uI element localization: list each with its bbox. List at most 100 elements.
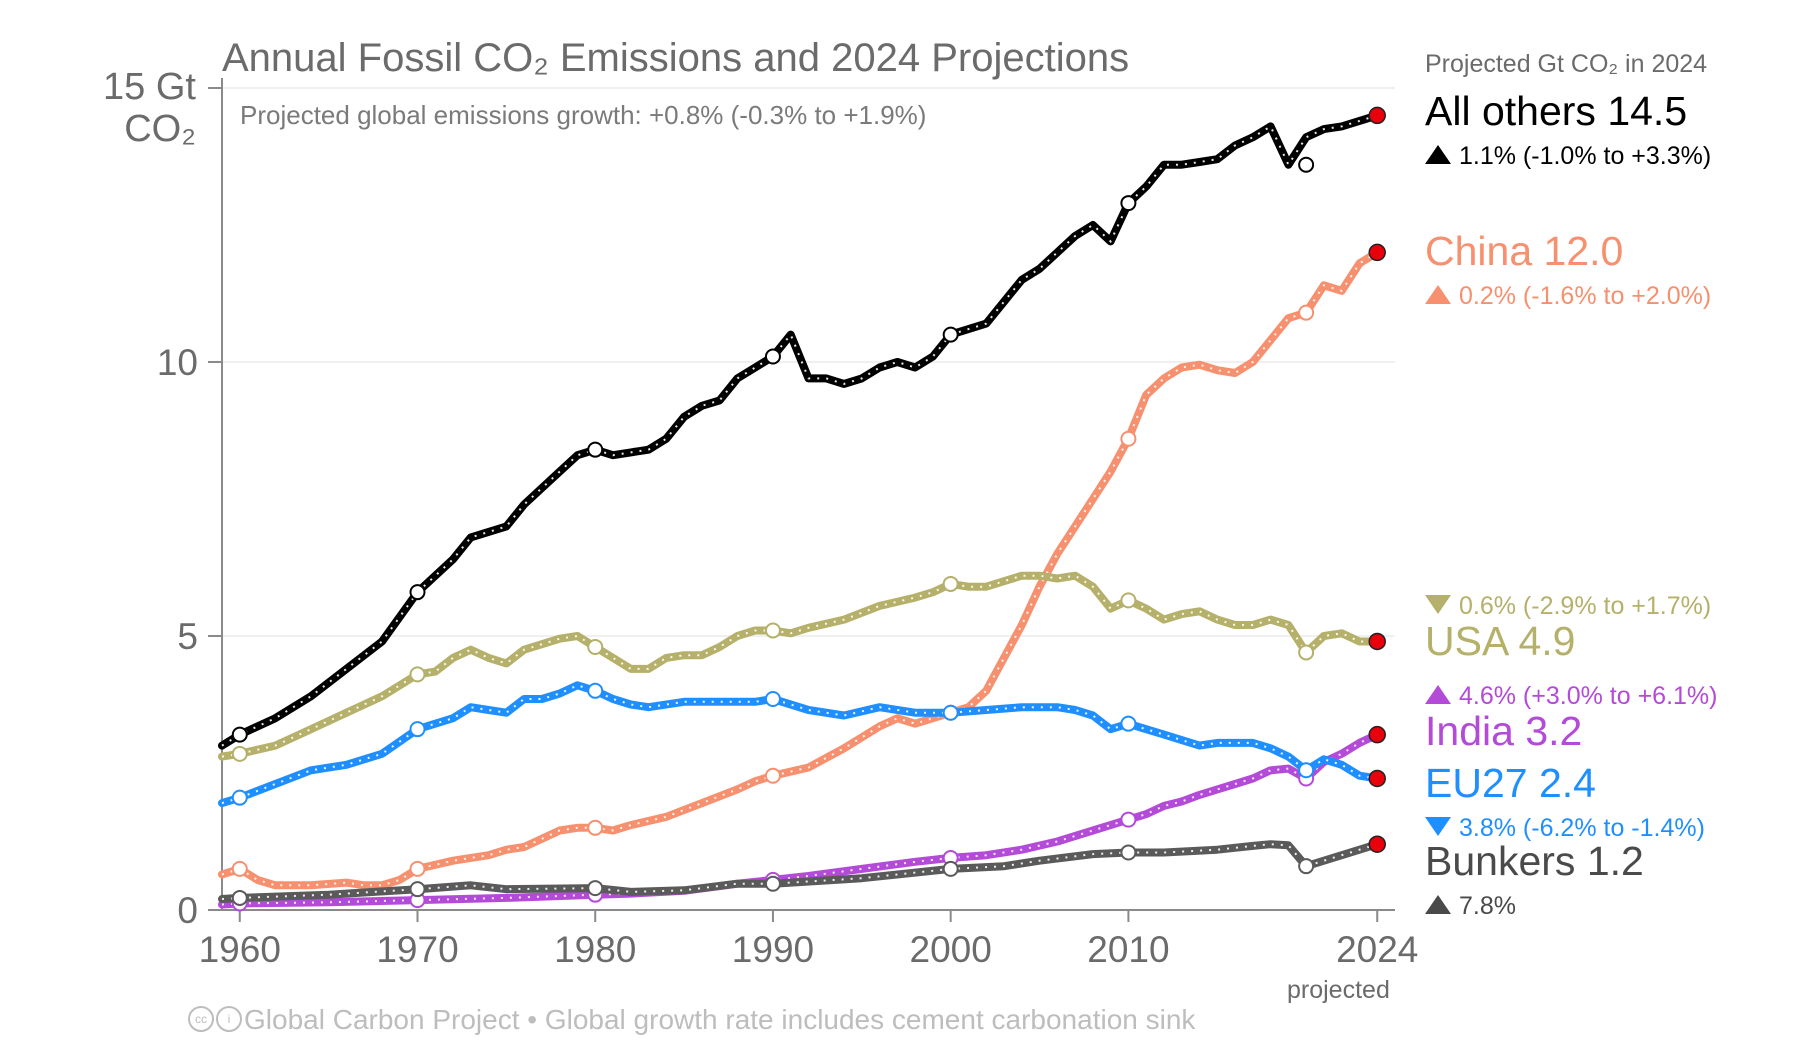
series-label-all-others: All others 14.5 bbox=[1425, 88, 1687, 135]
legend-header: Projected Gt CO₂ in 2024 bbox=[1425, 50, 1708, 78]
chart-footer: cc i Global Carbon Project • Global growth… bbox=[188, 1004, 1195, 1036]
series-name: Bunkers bbox=[1425, 838, 1576, 884]
marker-china-1960 bbox=[231, 860, 248, 877]
x-tick-label-1980: 1980 bbox=[554, 929, 636, 970]
triangle-up-icon bbox=[1425, 684, 1451, 704]
marker-bunkers-2010 bbox=[1120, 844, 1137, 861]
marker-china-2020 bbox=[1298, 304, 1315, 321]
growth-text: 1.1% (-1.0% to +3.3%) bbox=[1459, 142, 1712, 170]
chart-title: Annual Fossil CO₂ Emissions and 2024 Pro… bbox=[222, 36, 1130, 80]
creative-commons-icon: cc bbox=[188, 1005, 214, 1032]
series-label-india: India 3.2 bbox=[1425, 708, 1582, 755]
y-tick-label-10: 10 bbox=[157, 342, 198, 383]
series-projected-value: 3.2 bbox=[1525, 708, 1583, 754]
series-growth-bunkers: 7.8% bbox=[1425, 892, 1516, 921]
marker-eu27-2020 bbox=[1298, 762, 1315, 779]
marker-eu27-1970 bbox=[409, 721, 426, 738]
series-line-usa bbox=[218, 571, 1382, 761]
marker-all-others-2000 bbox=[942, 326, 959, 343]
marker-all-others-1960 bbox=[231, 726, 248, 743]
marker-bunkers-2020 bbox=[1298, 858, 1315, 875]
series-name: India bbox=[1425, 708, 1514, 754]
y-tick-label-5: 5 bbox=[177, 616, 198, 657]
series-label-usa: USA 4.9 bbox=[1425, 618, 1575, 665]
series-projected-value: 1.2 bbox=[1586, 838, 1644, 884]
tick-labels: 0 5 10 1960 1970 1980 1990 2000 2010 2024 bbox=[157, 342, 1419, 970]
series-line-bunkers bbox=[218, 840, 1382, 903]
marker-eu27-2010 bbox=[1120, 715, 1137, 732]
marker-bunkers-1990 bbox=[764, 875, 781, 892]
marker-all-others-1970 bbox=[409, 584, 426, 601]
marker-bunkers-1970 bbox=[409, 881, 426, 898]
x-axis-projected-note: projected bbox=[1287, 976, 1390, 1004]
projection-point-bunkers bbox=[1368, 835, 1386, 853]
marker-usa-1980 bbox=[587, 638, 604, 655]
marker-china-1970 bbox=[409, 860, 426, 877]
series-growth-china: 0.2% (-1.6% to +2.0%) bbox=[1425, 282, 1711, 311]
projection-point-china bbox=[1368, 243, 1386, 262]
growth-text: 7.8% bbox=[1459, 892, 1516, 920]
series-growth-usa: 0.6% (-2.9% to +1.7%) bbox=[1425, 592, 1711, 621]
marker-eu27-1990 bbox=[764, 691, 781, 708]
marker-eu27-2000 bbox=[942, 704, 959, 721]
gridlines bbox=[222, 87, 1395, 637]
x-tick-label-1990: 1990 bbox=[732, 929, 814, 970]
x-tick-label-2010: 2010 bbox=[1087, 929, 1169, 970]
marker-usa-2000 bbox=[942, 575, 959, 592]
series-label-eu27: EU27 2.4 bbox=[1425, 760, 1596, 807]
marker-all-others-1990 bbox=[764, 348, 781, 365]
y-axis-top-label-line2: CO₂ bbox=[124, 108, 196, 150]
series-growth-all-others: 1.1% (-1.0% to +3.3%) bbox=[1425, 142, 1711, 171]
growth-text: 3.8% (-6.2% to -1.4%) bbox=[1459, 814, 1705, 842]
triangle-up-icon bbox=[1425, 894, 1451, 914]
series-dots-bunkers bbox=[221, 843, 1378, 900]
x-tick-label-2000: 2000 bbox=[910, 929, 992, 970]
marker-bunkers-1980 bbox=[587, 880, 604, 897]
series-line-eu27 bbox=[218, 681, 1382, 808]
growth-text: 0.2% (-1.6% to +2.0%) bbox=[1459, 282, 1712, 310]
marker-eu27-1980 bbox=[587, 682, 604, 699]
series-lines bbox=[218, 106, 1386, 912]
marker-india-2010 bbox=[1120, 811, 1137, 828]
x-tick-label-1960: 1960 bbox=[199, 929, 281, 970]
series-projected-value: 12.0 bbox=[1543, 228, 1624, 274]
chart-subtitle: Projected global emissions growth: +0.8%… bbox=[240, 100, 927, 130]
marker-usa-2020 bbox=[1298, 644, 1315, 661]
attribution-icon: i bbox=[216, 1005, 242, 1032]
series-name: EU27 bbox=[1425, 760, 1528, 806]
series-projected-value: 2.4 bbox=[1538, 760, 1596, 806]
series-name: China bbox=[1425, 228, 1533, 274]
series-line-all-others bbox=[218, 111, 1382, 750]
series-dots-all-others bbox=[221, 114, 1378, 747]
series-name: All others bbox=[1425, 88, 1596, 134]
series-name: USA bbox=[1425, 618, 1508, 664]
marker-bunkers-1960 bbox=[231, 889, 248, 906]
y-tick-label-0: 0 bbox=[177, 890, 198, 931]
marker-all-others-2020 bbox=[1298, 156, 1315, 173]
footer-text: Global Carbon Project • Global growth ra… bbox=[244, 1004, 1196, 1035]
marker-all-others-1980 bbox=[587, 441, 604, 458]
marker-china-1980 bbox=[587, 819, 604, 836]
marker-usa-2010 bbox=[1120, 592, 1137, 609]
axes bbox=[208, 78, 1395, 922]
projection-point-india bbox=[1368, 725, 1386, 744]
series-growth-eu27: 3.8% (-6.2% to -1.4%) bbox=[1425, 814, 1705, 843]
series-growth-india: 4.6% (+3.0% to +6.1%) bbox=[1425, 682, 1717, 711]
series-projected-value: 4.9 bbox=[1518, 618, 1576, 664]
x-tick-label-1970: 1970 bbox=[376, 929, 458, 970]
marker-usa-1990 bbox=[764, 622, 781, 639]
x-tick-label-2024: 2024 bbox=[1336, 929, 1418, 970]
triangle-up-icon bbox=[1425, 144, 1451, 164]
marker-china-1990 bbox=[764, 767, 781, 784]
series-dots-usa bbox=[221, 574, 1378, 758]
marker-all-others-2010 bbox=[1120, 195, 1137, 212]
triangle-down-icon bbox=[1425, 594, 1451, 614]
series-line-india bbox=[218, 730, 1382, 909]
y-axis-top-label-line1: 15 Gt bbox=[103, 66, 196, 108]
triangle-down-icon bbox=[1425, 816, 1451, 836]
series-label-bunkers: Bunkers 1.2 bbox=[1425, 838, 1644, 885]
growth-text: 0.6% (-2.9% to +1.7%) bbox=[1459, 592, 1712, 620]
marker-eu27-1960 bbox=[231, 789, 248, 806]
series-label-china: China 12.0 bbox=[1425, 228, 1623, 275]
